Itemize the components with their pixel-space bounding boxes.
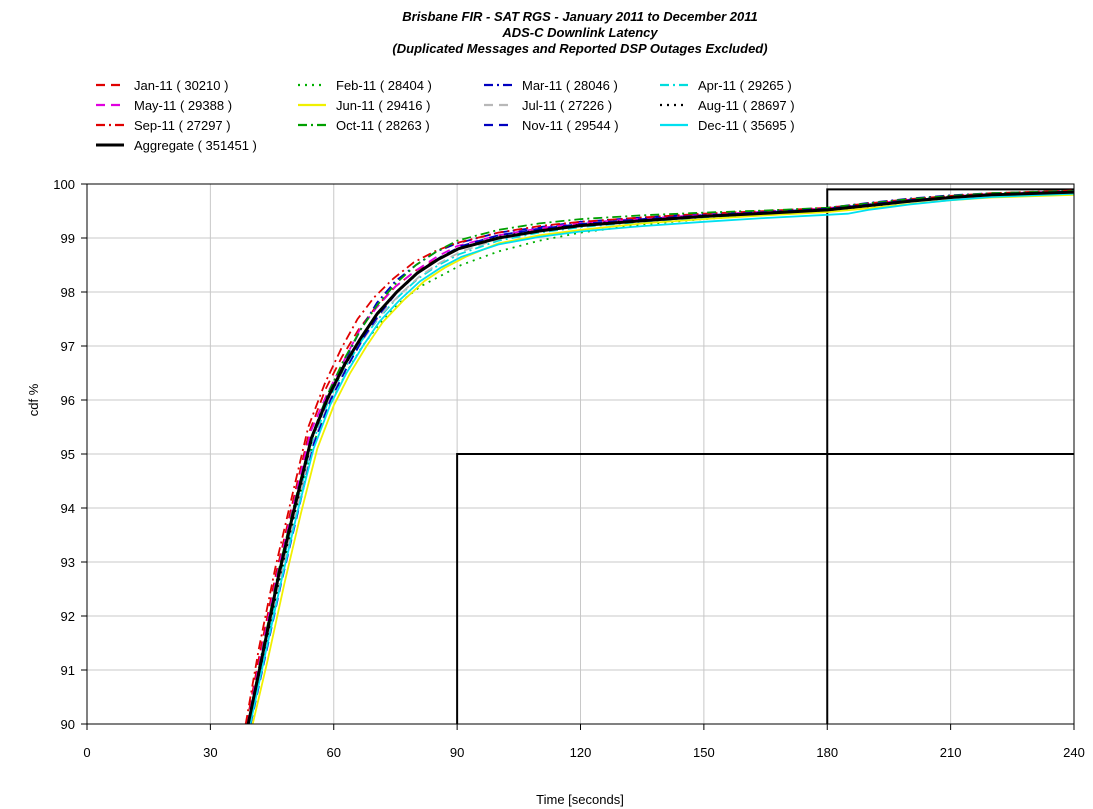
series-lines <box>244 189 1075 725</box>
y-tick-label: 100 <box>53 177 75 192</box>
y-tick-label: 97 <box>61 339 75 354</box>
series-line-5 <box>251 193 1075 725</box>
legend-entry: Mar-11 ( 28046 ) <box>522 78 618 93</box>
y-tick-label: 96 <box>61 393 75 408</box>
legend-entry: Jun-11 ( 29416 ) <box>336 98 430 113</box>
legend-entry: Aug-11 ( 28697 ) <box>698 98 795 113</box>
series-line-12 <box>246 190 1075 725</box>
legend-entry: Oct-11 ( 28263 ) <box>336 118 430 133</box>
reference-line <box>826 188 1074 724</box>
x-tick-label: 30 <box>203 745 217 760</box>
x-tick-label: 240 <box>1063 745 1085 760</box>
legend-entry: Jan-11 ( 30210 ) <box>134 78 228 93</box>
series-line-8 <box>244 189 1075 725</box>
y-tick-label: 92 <box>61 609 75 624</box>
reference-line <box>456 453 1074 724</box>
legend-entry: Apr-11 ( 29265 ) <box>698 78 792 93</box>
y-tick-label: 98 <box>61 285 75 300</box>
y-tick-label: 95 <box>61 447 75 462</box>
x-tick-label: 180 <box>816 745 838 760</box>
legend: Jan-11 ( 30210 ) Feb-11 ( 28404 ) Mar-11 (… <box>96 78 795 153</box>
y-axis-ticks: 90 91 92 93 94 95 96 97 98 99 100 <box>53 177 87 732</box>
legend-entry: Feb-11 ( 28404 ) <box>336 78 432 93</box>
series-line-11 <box>249 192 1075 725</box>
x-axis-ticks: 0 30 60 90 120 150 180 210 240 <box>83 724 1085 760</box>
chart-title-line-1: Brisbane FIR - SAT RGS - January 2011 to… <box>402 9 757 24</box>
legend-entry: May-11 ( 29388 ) <box>134 98 232 113</box>
x-tick-label: 150 <box>693 745 715 760</box>
series-line-4 <box>246 190 1075 725</box>
y-tick-label: 94 <box>61 501 75 516</box>
x-tick-label: 60 <box>327 745 341 760</box>
y-tick-label: 99 <box>61 231 75 246</box>
legend-entry: Dec-11 ( 35695 ) <box>698 118 795 133</box>
reference-lines <box>456 188 1074 724</box>
x-tick-label: 0 <box>83 745 90 760</box>
chart-title-line-2: ADS-C Downlink Latency <box>501 25 658 40</box>
x-tick-label: 90 <box>450 745 464 760</box>
legend-entry: Aggregate ( 351451 ) <box>134 138 257 153</box>
y-tick-label: 93 <box>61 555 75 570</box>
y-tick-label: 91 <box>61 663 75 678</box>
x-axis-label: Time [seconds] <box>536 792 624 807</box>
x-tick-label: 120 <box>570 745 592 760</box>
legend-entry: Sep-11 ( 27297 ) <box>134 118 231 133</box>
y-axis-label: cdf % <box>26 383 41 416</box>
chart-title-line-3: (Duplicated Messages and Reported DSP Ou… <box>392 41 767 56</box>
legend-entry: Jul-11 ( 27226 ) <box>522 98 612 113</box>
x-tick-label: 210 <box>940 745 962 760</box>
legend-entry: Nov-11 ( 29544 ) <box>522 118 619 133</box>
y-tick-label: 90 <box>61 717 75 732</box>
